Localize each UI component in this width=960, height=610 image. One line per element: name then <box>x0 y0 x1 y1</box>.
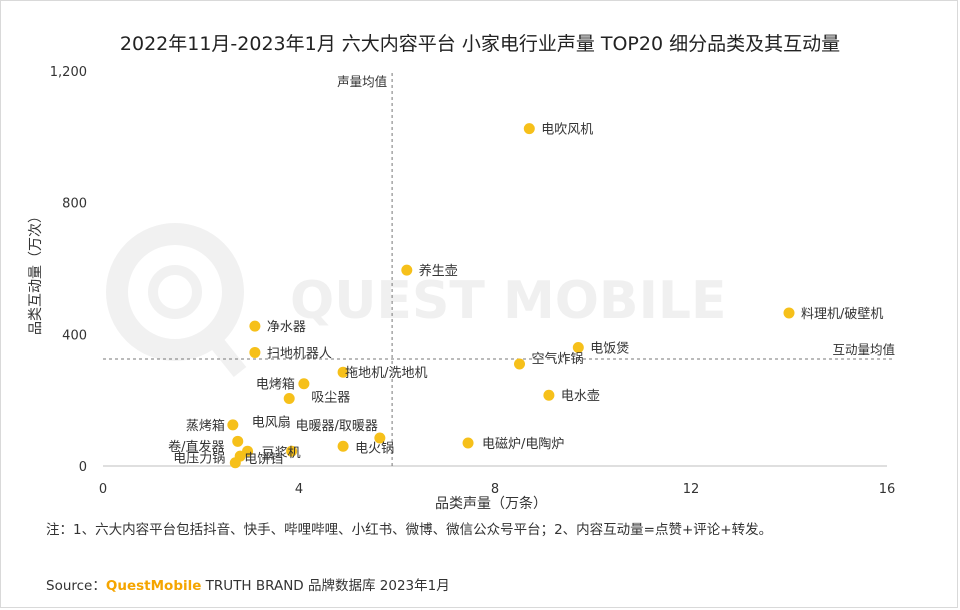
point-label: 电风扇 <box>252 414 291 430</box>
y-axis: 0 400 800 1,200 <box>50 65 87 475</box>
scatter-point <box>462 437 474 449</box>
scatter-point <box>249 346 261 358</box>
point-label: 扫地机器人 <box>267 346 332 361</box>
scatter-point <box>374 432 386 444</box>
scatter-points <box>227 123 795 469</box>
point-label: 电吹风机 <box>541 123 593 138</box>
x-tick-label: 16 <box>879 482 896 497</box>
x-axis-title: 品类声量（万条） <box>435 495 547 512</box>
y-axis-title: 品类互动量（万次） <box>28 209 44 335</box>
scatter-point <box>298 378 310 390</box>
scatter-point <box>337 440 349 452</box>
scatter-point <box>249 320 261 332</box>
point-label: 电压力锅 <box>173 451 225 467</box>
scatter-point <box>572 342 584 353</box>
scatter-point <box>401 264 413 276</box>
point-label: 电水壶 <box>561 389 600 404</box>
point-label: 电饼铛 <box>244 452 283 467</box>
source-rest: TRUTH BRAND 品牌数据库 2023年1月 <box>201 577 449 594</box>
y-tick-label: 0 <box>79 460 87 475</box>
x-tick-label: 0 <box>99 482 107 497</box>
y-tick-label: 400 <box>62 328 87 343</box>
x-tick-label: 8 <box>491 482 499 497</box>
point-label: 豆浆机 <box>262 446 301 461</box>
point-label: 吸尘器 <box>311 391 350 406</box>
point-label: 卷/直发器 <box>168 439 224 455</box>
point-label: 料理机/破壁机 <box>801 307 883 322</box>
scatter-point <box>337 366 349 378</box>
point-label: 养生壶 <box>419 263 458 279</box>
point-label: 电暖器/取暖器 <box>295 419 377 434</box>
scatter-point <box>543 389 555 401</box>
point-label: 净水器 <box>267 320 306 335</box>
y-tick-label: 1,200 <box>50 65 87 80</box>
watermark: QUEST MOBILE <box>106 223 727 377</box>
point-label: 拖地机/洗地机 <box>345 366 427 381</box>
x-tick-label: 12 <box>683 482 700 497</box>
x-tick-label: 4 <box>295 482 303 497</box>
point-label: 电磁炉/电陶炉 <box>482 436 564 452</box>
y-tick-label: 800 <box>62 197 87 212</box>
point-label: 蒸烤箱 <box>186 418 225 434</box>
point-label: 电饭煲 <box>590 341 629 357</box>
scatter-point <box>783 307 795 319</box>
scatter-point <box>514 358 525 370</box>
scatter-point <box>523 123 535 135</box>
point-label: 电火锅 <box>355 440 394 456</box>
mean-volume-label: 声量均值 <box>337 74 387 89</box>
scatter-point <box>283 393 295 405</box>
scatter-point <box>286 445 298 457</box>
source-line: Source：QuestMobile TRUTH BRAND 品牌数据库 202… <box>46 577 450 594</box>
scatter-point <box>227 419 239 431</box>
point-label: 空气炸锅 <box>532 351 584 367</box>
point-label: 电烤箱 <box>256 377 295 393</box>
source-brand: QuestMobile <box>106 578 202 594</box>
footnote: 注：1、六大内容平台包括抖音、快手、哔哩哔哩、小红书、微博、微信公众号平台；2、… <box>46 521 772 538</box>
x-axis: 0 4 8 12 16 <box>99 482 895 497</box>
source-prefix: Source： <box>46 578 106 594</box>
mean-interaction-label: 互动量均值 <box>832 342 895 357</box>
watermark-text: QUEST MOBILE <box>290 271 727 331</box>
scatter-point <box>232 435 244 447</box>
chart-title: 2022年11月-2023年1月 六大内容平台 小家电行业声量 TOP20 细分… <box>120 33 840 55</box>
scatter-point <box>229 457 241 469</box>
